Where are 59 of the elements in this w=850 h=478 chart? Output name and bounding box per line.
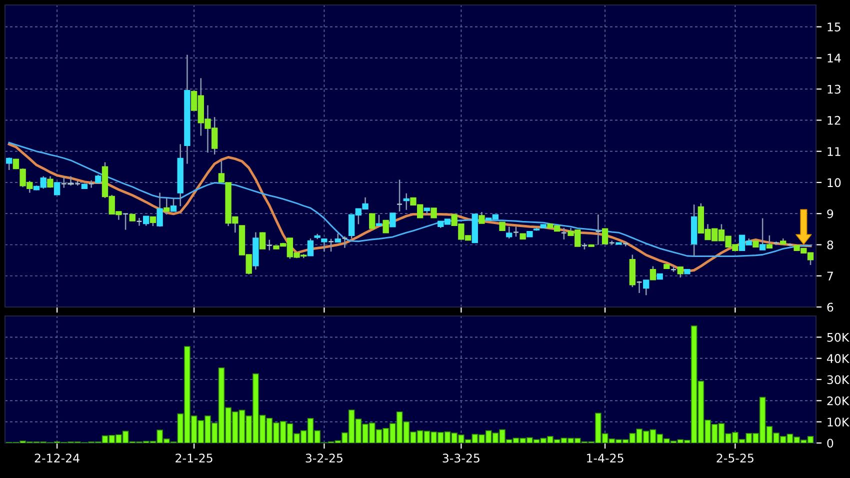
candlestick [382,220,389,234]
y-tick-label: 9 [827,209,834,218]
candlestick [759,218,766,250]
candlestick [143,216,150,226]
candlestick [636,280,642,294]
candlestick [95,174,102,185]
candlestick [321,238,328,252]
y-tick-label: 6 [827,302,834,312]
y-tick-label: 20K [827,396,850,406]
candlestick [560,227,568,240]
candlestick [478,211,485,224]
candlestick [259,232,266,250]
x-tick-label: 3-2-25 [306,454,342,463]
x-tick-label: 1-4-25 [587,454,624,463]
candlestick [643,280,650,296]
candlestick [266,239,272,251]
x-tick-label: 2-5-25 [716,454,754,463]
candlestick [390,212,396,228]
y-tick-label: 15 [828,22,840,32]
candlestick [164,197,170,216]
x-tick-label: 2-1-25 [176,454,212,463]
candlestick [150,216,156,227]
candlestick [430,208,437,218]
y-tick-label: 10 [828,178,841,188]
candlestick [506,226,512,240]
y-tick-label: 14 [828,54,841,62]
y-tick-label: 8 [827,240,834,250]
candlestick [342,236,348,248]
x-tick-label: 2-12-24 [34,454,80,462]
candlestick [54,182,60,196]
candlestick [396,179,403,212]
candlestick [677,266,684,278]
candlestick [307,238,314,256]
candlestick [47,176,54,188]
y-tick-label: 12 [828,116,840,125]
candlestick [136,217,142,226]
candlestick [512,226,520,238]
candlestick [376,214,382,226]
candlestick [595,214,602,246]
y-tick-label: 50K [827,332,850,342]
candlestick [403,192,410,210]
candlestick [650,266,656,280]
x-tick-label: 3-3-25 [442,454,480,463]
candlestick [6,156,12,171]
y-tick-label: 0 [827,438,834,448]
candlestick [156,192,163,228]
candlestick [602,228,608,244]
y-tick-label: 10K [828,418,850,426]
y-tick-label: 30K [827,375,850,384]
y-tick-label: 7 [827,272,833,280]
y-tick-label: 11 [828,147,840,156]
candlestick [170,197,177,212]
y-tick-label: 40K [826,354,850,363]
candlestick [122,212,129,230]
y-tick-label: 13 [828,84,840,94]
candlestick [328,238,334,252]
candlestick [88,180,94,188]
candlestick [766,234,773,248]
candlestick [369,213,376,229]
